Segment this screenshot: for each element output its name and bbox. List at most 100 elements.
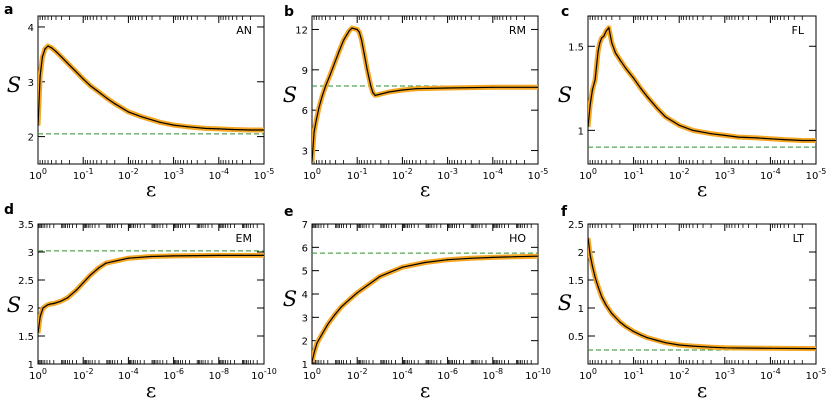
panel-frame	[311, 223, 539, 365]
data-point	[724, 134, 726, 136]
data-point	[692, 345, 694, 347]
x-tick-exponent: -2	[86, 367, 94, 376]
x-tick-exponent: -8	[221, 367, 229, 376]
x-tick-base: 10	[163, 371, 176, 382]
data-point	[49, 303, 51, 305]
data-point	[39, 315, 41, 317]
data-point	[597, 286, 599, 288]
x-tick-base: 10	[347, 371, 360, 382]
data-point	[343, 39, 345, 41]
data-point	[815, 348, 816, 350]
y-tick-label: 1	[578, 126, 584, 137]
data-point	[388, 91, 390, 93]
x-tick-exponent: 0	[316, 367, 321, 376]
x-tick-exponent: -3	[727, 167, 735, 176]
y-tick-label: 3	[302, 147, 308, 158]
x-tick-exponent: -4	[131, 367, 139, 376]
data-point	[340, 306, 342, 308]
data-point	[366, 69, 368, 71]
y-tick-label: 1.5	[18, 332, 34, 343]
data-point	[127, 257, 129, 259]
data-point	[594, 276, 596, 278]
x-tick-label: 10-3	[163, 167, 184, 182]
panel-tag: EM	[236, 232, 252, 245]
data-point	[401, 266, 403, 268]
series-band	[38, 43, 264, 133]
data-point	[646, 337, 648, 339]
panel-d: 100 10-2 10-4 10-6 10-8 10-1011.522.533.5dEMS…	[4, 202, 277, 402]
data-point	[401, 89, 403, 91]
x-tick-base: 10	[623, 171, 636, 182]
data-point	[664, 116, 667, 118]
data-point	[601, 37, 603, 39]
x-tick-exponent: -3	[727, 367, 735, 376]
y-axis-label: S	[283, 287, 297, 311]
data-point	[640, 334, 642, 336]
x-tick-exponent: -6	[450, 367, 458, 376]
x-tick-base: 10	[528, 171, 541, 182]
data-point	[312, 361, 313, 363]
x-tick-base: 10	[760, 371, 773, 382]
data-point	[619, 321, 621, 323]
data-point	[42, 307, 44, 309]
data-point	[646, 96, 648, 98]
data-point	[492, 86, 494, 88]
x-axis-label: ε	[146, 177, 156, 201]
data-point	[249, 129, 251, 131]
data-point	[127, 111, 129, 113]
x-tick-exponent: -3	[176, 167, 184, 176]
data-point	[603, 35, 605, 37]
x-tick-exponent: -1	[636, 167, 644, 176]
x-tick-base: 10	[254, 171, 267, 182]
x-tick-label: 100	[579, 167, 597, 182]
series-line	[312, 255, 538, 362]
x-tick-exponent: -1	[86, 167, 94, 176]
data-point	[710, 346, 712, 348]
data-point	[327, 323, 329, 325]
x-tick-base: 10	[73, 171, 86, 182]
data-point	[39, 75, 41, 77]
data-point	[424, 261, 426, 264]
data-point	[141, 116, 143, 118]
data-point	[372, 92, 374, 94]
data-point	[313, 351, 315, 353]
data-point	[619, 59, 621, 61]
data-point	[664, 342, 667, 344]
x-tick-base: 10	[392, 371, 405, 382]
x-tick-base: 10	[437, 371, 450, 382]
data-point	[611, 42, 613, 44]
data-point	[594, 79, 596, 81]
series-line	[38, 254, 264, 334]
y-tick-label: 2.5	[568, 220, 584, 231]
data-point	[589, 254, 591, 256]
x-tick-base: 10	[806, 171, 819, 182]
x-tick-label: 100	[303, 167, 321, 182]
x-tick-label: 10-3	[437, 167, 458, 182]
x-axis-label: ε	[146, 378, 156, 402]
x-tick-exponent: -4	[221, 167, 229, 176]
x-tick-label: 10-1	[623, 167, 644, 182]
panel-frame	[587, 223, 817, 365]
y-tick-label: 1.5	[568, 276, 584, 287]
y-tick-label: 9	[302, 66, 308, 77]
data-point	[379, 275, 381, 278]
y-tick-label: 1.5	[568, 42, 584, 53]
x-tick-base: 10	[118, 371, 131, 382]
x-tick-base: 10	[163, 171, 176, 182]
x-tick-base: 10	[579, 371, 592, 382]
data-point	[710, 133, 712, 135]
data-point	[678, 124, 680, 126]
x-tick-label: 10-2	[347, 367, 368, 382]
series-line	[588, 27, 816, 142]
data-point	[346, 34, 348, 36]
x-tick-exponent: -2	[682, 367, 690, 376]
x-tick-exponent: 0	[592, 367, 597, 376]
series-band	[312, 25, 538, 162]
y-tick-label: 2	[28, 304, 34, 315]
data-point	[334, 314, 336, 316]
data-point	[370, 85, 372, 87]
x-tick-exponent: -4	[773, 367, 781, 376]
data-point	[263, 254, 264, 256]
